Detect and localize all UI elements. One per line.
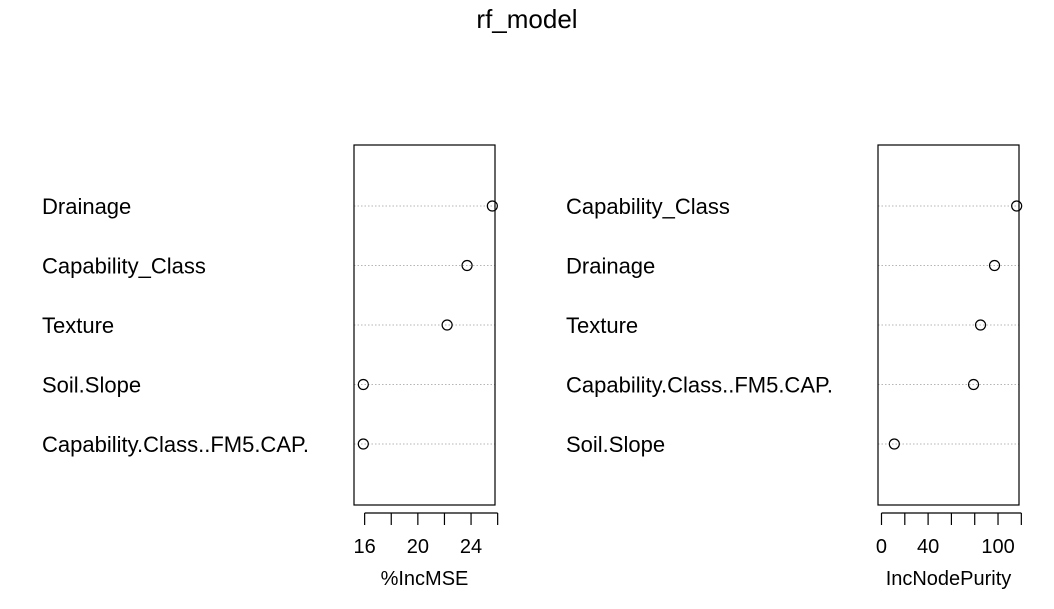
purity-point [1011, 200, 1023, 212]
purity-point [888, 438, 900, 450]
mse-category-label: Capability.Class..FM5.CAP. [42, 432, 309, 457]
mse-category-label: Drainage [42, 194, 131, 219]
mse-x-tick-label: 20 [407, 536, 429, 558]
mse-x-tick-label: 16 [354, 536, 376, 558]
mse-category-label: Soil.Slope [42, 373, 141, 398]
mse-point [486, 200, 498, 212]
mse-plot-frame [353, 144, 496, 506]
chart-title: rf_model [476, 4, 577, 34]
mse-point [461, 259, 473, 272]
purity-category-label: Drainage [566, 254, 655, 279]
mse-category-label: Texture [42, 313, 114, 338]
purity-point [967, 378, 980, 391]
purity-point [974, 319, 987, 331]
purity-category-label: Soil.Slope [566, 432, 665, 457]
purity-x-tick-label: 0 [876, 536, 887, 558]
purity-category-label: Texture [566, 313, 638, 338]
mse-x-axis-label: %IncMSE [381, 568, 469, 590]
mse-x-tick-label: 24 [460, 536, 482, 558]
mse-point [357, 378, 369, 391]
purity-x-tick-label: 40 [917, 536, 939, 558]
purity-category-label: Capability.Class..FM5.CAP. [566, 373, 833, 398]
purity-point [988, 259, 1001, 272]
mse-category-label: Capability_Class [42, 254, 206, 279]
purity-category-label: Capability_Class [566, 194, 730, 219]
purity-x-tick-label: 100 [981, 536, 1014, 558]
mse-point [441, 319, 453, 331]
purity-x-axis-label: IncNodePurity [886, 568, 1012, 590]
mse-point [357, 438, 369, 450]
purity-plot-frame [877, 144, 1020, 506]
